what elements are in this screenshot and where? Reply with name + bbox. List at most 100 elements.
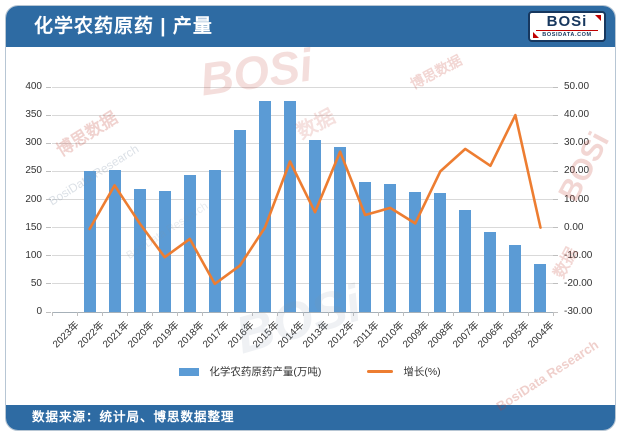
x-axis-tick bbox=[252, 312, 254, 316]
page-title: 化学农药原药 | 产量 bbox=[34, 16, 213, 37]
x-axis-tick bbox=[152, 312, 154, 316]
right-axis-label: 20.00 bbox=[564, 165, 590, 177]
x-axis-tick bbox=[402, 312, 404, 316]
right-axis-tick bbox=[553, 142, 558, 144]
left-axis-label: 250 bbox=[25, 165, 42, 177]
right-axis-tick bbox=[553, 255, 558, 257]
right-axis-tick bbox=[553, 170, 558, 172]
right-axis-tick bbox=[553, 283, 558, 285]
legend-bar-swatch-icon bbox=[179, 367, 200, 376]
bar bbox=[108, 169, 121, 312]
logo-domain-text: BOSIDATA.COM bbox=[542, 32, 592, 38]
left-axis-label: 350 bbox=[25, 109, 42, 121]
bar bbox=[183, 175, 196, 312]
left-axis-label: 50 bbox=[30, 277, 42, 289]
bar bbox=[208, 169, 221, 312]
bar bbox=[309, 140, 322, 312]
left-axis-tick bbox=[46, 255, 51, 257]
footer-bar: 数据来源：统计局、博思数据整理 bbox=[6, 405, 615, 430]
x-axis-tick bbox=[277, 312, 279, 316]
right-axis-tick bbox=[553, 114, 558, 116]
bar bbox=[509, 245, 522, 312]
bar bbox=[459, 210, 472, 312]
data-source-text: 数据来源：统计局、博思数据整理 bbox=[32, 410, 235, 424]
right-axis-label: -30.00 bbox=[564, 306, 593, 317]
right-axis-label: 50.00 bbox=[564, 81, 590, 92]
left-axis-label: 300 bbox=[25, 137, 42, 149]
x-axis-tick bbox=[452, 312, 454, 316]
gridline bbox=[52, 227, 553, 229]
right-axis-tick bbox=[553, 227, 558, 229]
right-axis-label: 10.00 bbox=[564, 193, 590, 205]
x-axis-tick bbox=[202, 312, 204, 316]
left-axis-tick bbox=[46, 114, 51, 116]
x-axis-tick bbox=[227, 312, 229, 316]
bar bbox=[384, 184, 397, 312]
logo-brand-text: BOSi bbox=[546, 13, 588, 30]
gridline bbox=[52, 86, 553, 88]
bar bbox=[133, 188, 146, 312]
gridline bbox=[52, 142, 553, 144]
left-axis-tick bbox=[46, 311, 51, 313]
right-axis-label: 0.00 bbox=[564, 221, 584, 233]
left-axis-tick bbox=[46, 86, 51, 88]
right-axis-tick bbox=[553, 311, 558, 313]
bar bbox=[258, 100, 271, 312]
x-axis-tick bbox=[77, 312, 79, 316]
legend-line-swatch-icon bbox=[367, 370, 394, 373]
right-axis-tick bbox=[553, 86, 558, 88]
bar bbox=[434, 192, 447, 312]
bar bbox=[359, 182, 372, 312]
x-axis-tick bbox=[352, 312, 354, 316]
left-axis-label: 0 bbox=[36, 306, 42, 317]
bar bbox=[158, 191, 171, 312]
x-axis-tick bbox=[327, 312, 329, 316]
left-axis-label: 200 bbox=[25, 193, 42, 205]
right-axis-label: 40.00 bbox=[564, 109, 590, 121]
x-axis-tick bbox=[102, 312, 104, 316]
gridline bbox=[52, 114, 553, 116]
x-axis-tick bbox=[553, 312, 554, 316]
right-axis-tick bbox=[553, 199, 558, 200]
bosi-logo: BOSi BOSIDATA.COM bbox=[528, 11, 606, 42]
logo-triangle-icon bbox=[595, 15, 601, 21]
bar bbox=[409, 191, 422, 312]
gridline bbox=[52, 255, 553, 257]
left-axis-tick bbox=[46, 170, 51, 172]
x-axis-tick bbox=[177, 312, 179, 316]
bar bbox=[334, 146, 347, 312]
bar bbox=[534, 263, 547, 312]
x-axis-tick bbox=[377, 312, 379, 316]
bar bbox=[484, 232, 497, 312]
bar bbox=[283, 100, 296, 312]
left-axis-tick bbox=[46, 142, 51, 144]
x-axis-tick bbox=[477, 312, 479, 316]
left-axis-tick bbox=[46, 227, 51, 229]
x-axis-tick bbox=[302, 312, 304, 316]
x-axis-tick bbox=[427, 312, 429, 316]
x-axis-tick bbox=[127, 312, 129, 316]
bar bbox=[83, 171, 96, 312]
right-axis-label: 30.00 bbox=[564, 137, 590, 149]
gridline bbox=[52, 199, 553, 200]
left-axis-tick bbox=[46, 199, 51, 200]
left-axis-label: 100 bbox=[25, 249, 42, 261]
right-axis-label: -20.00 bbox=[564, 277, 593, 289]
chart-legend: 化学农药原药产量(万吨) 增长(%) bbox=[0, 364, 620, 379]
x-axis-tick bbox=[52, 312, 53, 316]
left-axis-label: 400 bbox=[25, 81, 42, 92]
left-axis-label: 150 bbox=[25, 221, 42, 233]
legend-label-growth: 增长(%) bbox=[403, 366, 441, 378]
x-axis-tick bbox=[502, 312, 504, 316]
gridline bbox=[52, 170, 553, 172]
right-axis-label: -10.00 bbox=[564, 249, 593, 261]
header-bar: 化学农药原药 | 产量 BOSi BOSIDATA.COM bbox=[6, 6, 615, 47]
bar bbox=[233, 130, 246, 312]
logo-divider bbox=[536, 30, 598, 31]
logo-triangle-icon bbox=[533, 32, 539, 38]
x-axis-tick bbox=[527, 312, 529, 316]
legend-label-production: 化学农药原药产量(万吨) bbox=[209, 366, 322, 378]
left-axis-tick bbox=[46, 283, 51, 285]
